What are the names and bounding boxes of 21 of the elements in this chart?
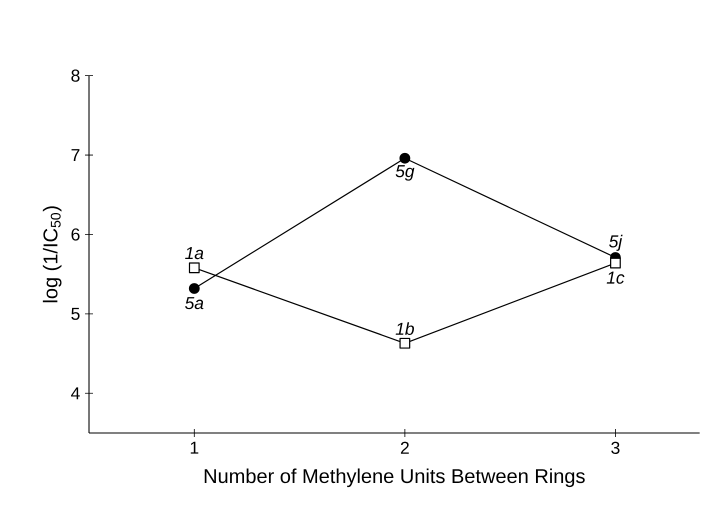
annotation: 5j (609, 234, 623, 251)
annotation: 1b (396, 322, 414, 335)
point (399, 152, 410, 164)
point (399, 338, 410, 349)
annotation: 1c (606, 272, 624, 284)
x-tick-label: 3 (611, 442, 620, 454)
x-tick-label: 1 (190, 442, 198, 454)
point (610, 258, 621, 268)
annotation: 5g (396, 165, 414, 181)
y-axis-title: log (1/IC$_{50}$) (42, 206, 62, 302)
y-tick-label: 7 (72, 149, 80, 162)
point (188, 283, 200, 294)
x-tick-label: 2 (400, 442, 409, 454)
y-tick-label: 6 (72, 228, 80, 241)
x-axis-title: Number of Methylene Units Between Rings (204, 468, 585, 488)
y-tick-label: 5 (71, 308, 80, 320)
annotation: 1a (185, 247, 204, 260)
annotation: 5a (185, 297, 204, 310)
point (188, 262, 200, 274)
y-tick-label: 8 (71, 70, 80, 82)
y-tick-label: 4 (71, 387, 80, 400)
